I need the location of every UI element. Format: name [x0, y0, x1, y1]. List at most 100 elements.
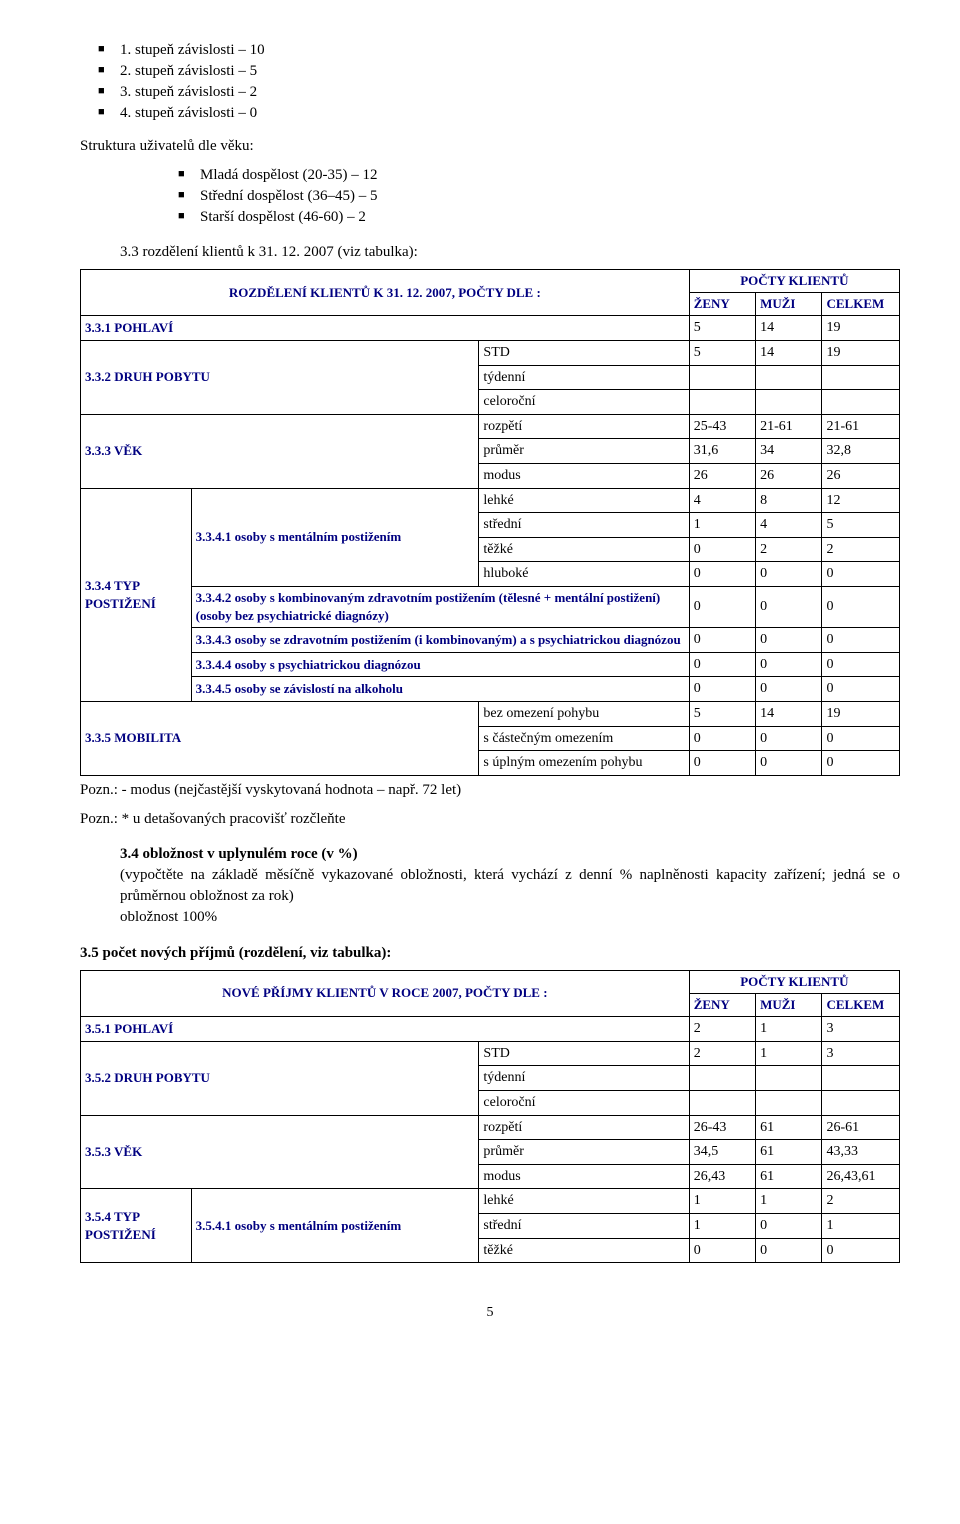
cell: 26 [756, 463, 822, 488]
cell: 2 [822, 1189, 900, 1214]
cell [822, 1091, 900, 1116]
section-3-4-body: (vypočtěte na základě měsíčně vykazované… [120, 865, 900, 907]
table-row: 3.3.4.5 osoby se závislostí na alkoholu … [81, 677, 900, 702]
list-item: 3. stupeň závislosti – 2 [120, 82, 900, 103]
cell: 21-61 [756, 414, 822, 439]
sub-label: 3.5.4.1 osoby s mentálním postižením [191, 1189, 479, 1263]
col-header: CELKEM [822, 994, 900, 1017]
cell: 4 [689, 488, 755, 513]
table-title: NOVÉ PŘÍJMY KLIENTŮ V ROCE 2007, POČTY D… [81, 970, 690, 1016]
sub-label: 3.3.4.1 osoby s mentálním postižením [191, 488, 479, 586]
cell: 5 [689, 316, 755, 341]
cell: rozpětí [479, 1115, 689, 1140]
list-item: Střední dospělost (36–45) – 5 [200, 186, 900, 207]
col-header: ŽENY [689, 994, 755, 1017]
cell: 25-43 [689, 414, 755, 439]
cell: 2 [689, 1041, 755, 1066]
cell: 0 [822, 562, 900, 587]
table-row: 3.5.3 VĚK rozpětí 26-43 61 26-61 [81, 1115, 900, 1140]
cell: 0 [689, 751, 755, 776]
cell: 0 [689, 537, 755, 562]
cell [689, 1066, 755, 1091]
cell: 0 [822, 628, 900, 653]
col-header: ŽENY [689, 293, 755, 316]
cell: 26-61 [822, 1115, 900, 1140]
cell [822, 390, 900, 415]
cell: průměr [479, 439, 689, 464]
cell [756, 390, 822, 415]
cell: 1 [756, 1041, 822, 1066]
list-item: Starší dospělost (46-60) – 2 [200, 207, 900, 228]
cell: 14 [756, 316, 822, 341]
cell: 1 [822, 1213, 900, 1238]
table-row: 3.5.4 TYP POSTIŽENÍ 3.5.4.1 osoby s ment… [81, 1189, 900, 1214]
cell: 0 [822, 751, 900, 776]
col-header: CELKEM [822, 293, 900, 316]
cell: celoroční [479, 390, 689, 415]
table-row: ROZDĚLENÍ KLIENTŮ K 31. 12. 2007, POČTY … [81, 270, 900, 293]
section-3-4-heading: 3.4 obložnost v uplynulém roce (v %) [120, 844, 900, 865]
row-label: 3.3.2 DRUH POBYTU [81, 340, 479, 414]
list-item: 4. stupeň závislosti – 0 [120, 103, 900, 124]
table-klienti-3-3: ROZDĚLENÍ KLIENTŮ K 31. 12. 2007, POČTY … [80, 269, 900, 776]
cell: 32,8 [822, 439, 900, 464]
cell: těžké [479, 1238, 689, 1263]
table-title: ROZDĚLENÍ KLIENTŮ K 31. 12. 2007, POČTY … [81, 270, 690, 316]
cell: 0 [822, 586, 900, 627]
cell: 26-43 [689, 1115, 755, 1140]
cell: 0 [689, 586, 755, 627]
cell: 14 [756, 702, 822, 727]
table-row: 3.3.1 POHLAVÍ 5 14 19 [81, 316, 900, 341]
cell: 31,6 [689, 439, 755, 464]
cell: STD [479, 1041, 689, 1066]
list-item: 1. stupeň závislosti – 10 [120, 40, 900, 61]
cell: střední [479, 1213, 689, 1238]
list-item: Mladá dospělost (20-35) – 12 [200, 165, 900, 186]
row-label: 3.5.3 VĚK [81, 1115, 479, 1189]
cell: 1 [756, 1017, 822, 1042]
cell: 0 [689, 562, 755, 587]
cell: 0 [756, 751, 822, 776]
cell: 5 [689, 340, 755, 365]
cell: STD [479, 340, 689, 365]
cell [689, 365, 755, 390]
cell: s částečným omezením [479, 726, 689, 751]
cell: 0 [822, 726, 900, 751]
section-3-4-body2: obložnost 100% [120, 907, 900, 928]
cell: 5 [822, 513, 900, 538]
counts-header: POČTY KLIENTŮ [689, 270, 899, 293]
cell: 0 [756, 562, 822, 587]
cell: týdenní [479, 1066, 689, 1091]
cell: 0 [756, 586, 822, 627]
cell: 1 [689, 1189, 755, 1214]
cell: 14 [756, 340, 822, 365]
cell: 19 [822, 340, 900, 365]
cell: 1 [689, 1213, 755, 1238]
cell [689, 1091, 755, 1116]
cell [756, 1066, 822, 1091]
bullet-list-vek: Mladá dospělost (20-35) – 12 Střední dos… [80, 165, 900, 228]
row-label: 3.3.4 TYP POSTIŽENÍ [81, 488, 192, 702]
table-row: 3.3.2 DRUH POBYTU STD 5 14 19 [81, 340, 900, 365]
cell: lehké [479, 1189, 689, 1214]
list-item: 2. stupeň závislosti – 5 [120, 61, 900, 82]
sub-label: 3.3.4.2 osoby s kombinovaným zdravotním … [191, 586, 689, 627]
cell: modus [479, 463, 689, 488]
cell: 0 [756, 726, 822, 751]
cell: 19 [822, 316, 900, 341]
table-row: 3.3.4.4 osoby s psychiatrickou diagnózou… [81, 652, 900, 677]
cell: týdenní [479, 365, 689, 390]
row-label: 3.5.2 DRUH POBYTU [81, 1041, 479, 1115]
struct-heading: Struktura uživatelů dle věku: [80, 136, 900, 157]
cell: 19 [822, 702, 900, 727]
cell [756, 1091, 822, 1116]
cell: 0 [689, 677, 755, 702]
cell: 0 [689, 1238, 755, 1263]
table-prijmy-3-5: NOVÉ PŘÍJMY KLIENTŮ V ROCE 2007, POČTY D… [80, 970, 900, 1263]
cell: 8 [756, 488, 822, 513]
cell: bez omezení pohybu [479, 702, 689, 727]
col-header: MUŽI [756, 293, 822, 316]
cell: lehké [479, 488, 689, 513]
cell: 26,43,61 [822, 1164, 900, 1189]
row-label: 3.3.3 VĚK [81, 414, 479, 488]
